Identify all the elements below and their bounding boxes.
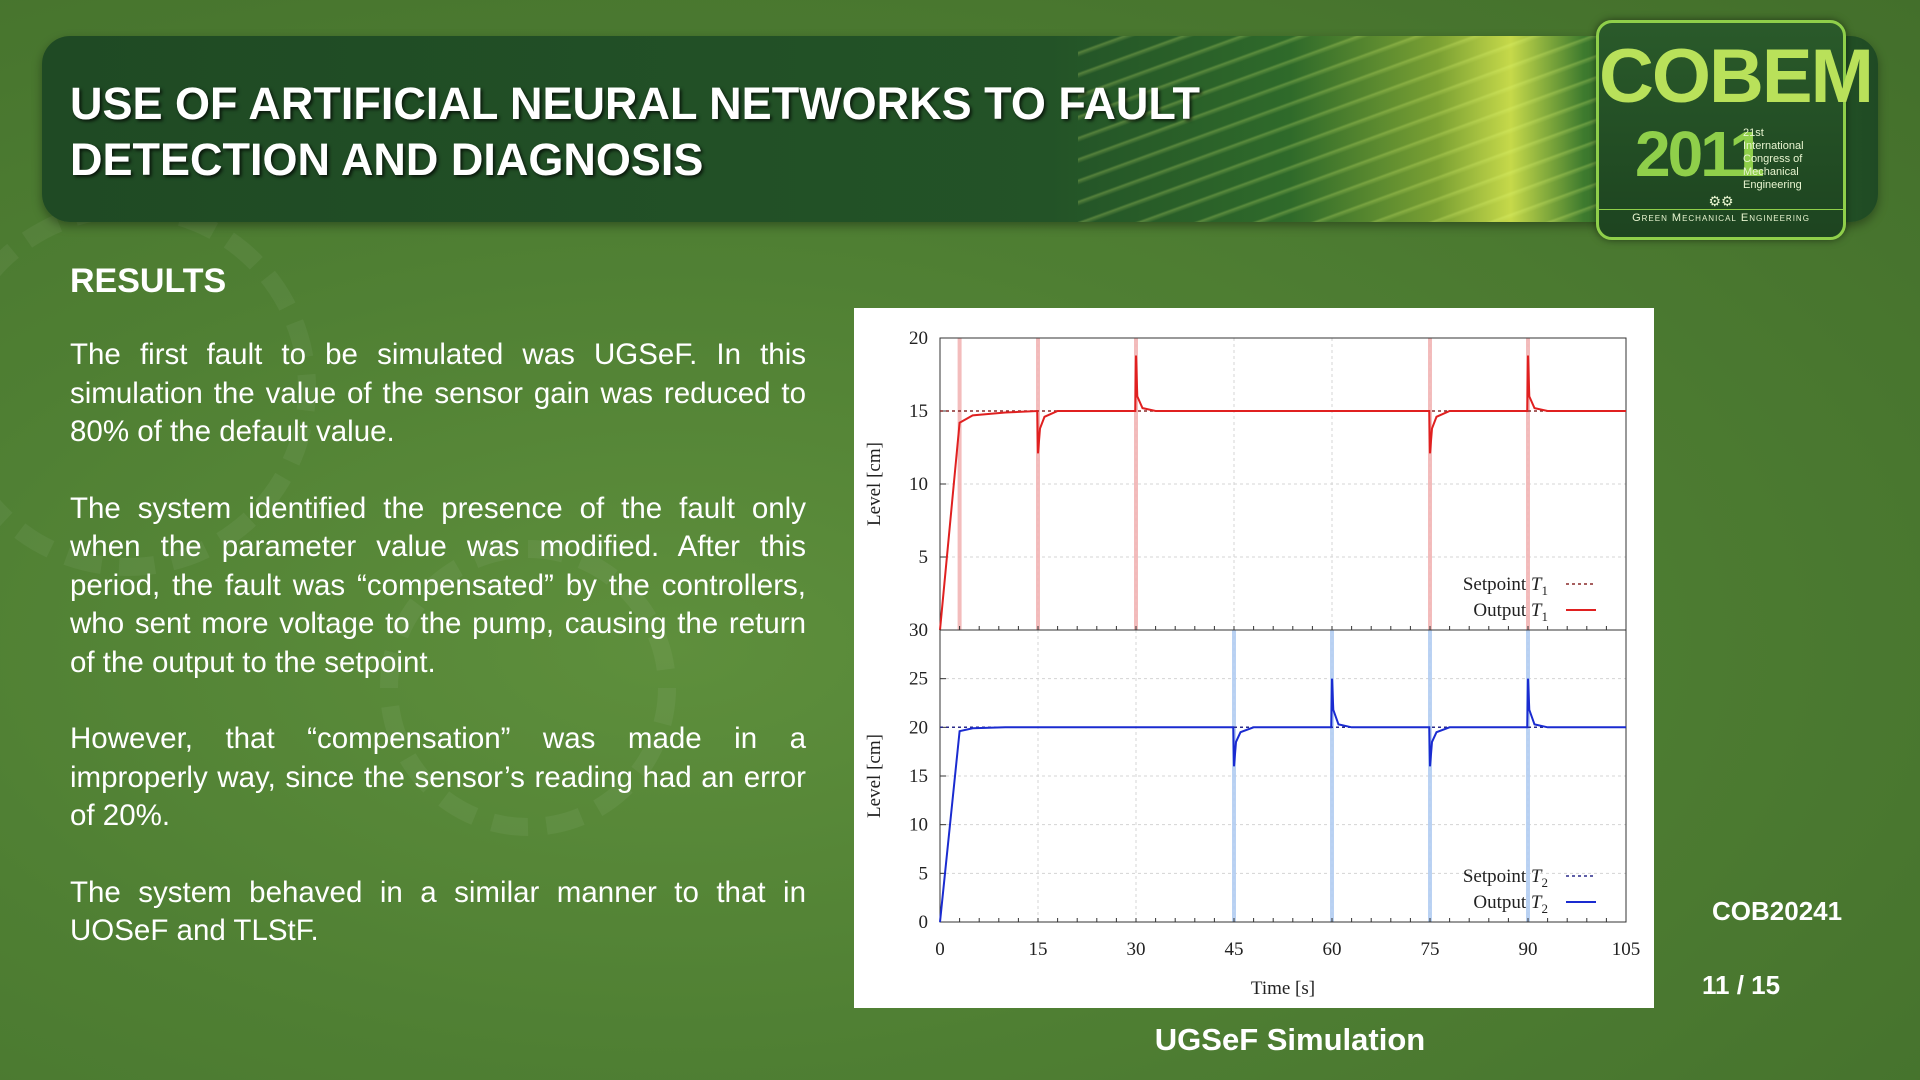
- y-axis-label: Level [cm]: [864, 734, 885, 818]
- cobem-logo: COBEM 2011 21st International Congress o…: [1596, 20, 1874, 240]
- logo-congress-line: Mechanical: [1743, 166, 1799, 178]
- logo-congress-line: 21st: [1743, 127, 1764, 139]
- output-series-line: [939, 678, 1626, 923]
- y-tick-label: 0: [919, 912, 929, 933]
- title-banner: [42, 36, 1878, 222]
- x-tick-label: 45: [1225, 939, 1244, 960]
- x-tick-label: 90: [1519, 939, 1538, 960]
- fault-marker: [1428, 338, 1432, 630]
- fault-marker: [957, 338, 962, 630]
- y-tick-label: 15: [909, 766, 928, 787]
- y-tick-label: 20: [909, 717, 928, 738]
- legend-label: Output T2: [1473, 892, 1548, 916]
- x-tick-label: 75: [1421, 939, 1440, 960]
- legend-label: Setpoint T2: [1463, 866, 1548, 890]
- fault-marker: [1526, 338, 1530, 630]
- logo-congress-line: Engineering: [1743, 179, 1802, 191]
- simulation-figure: 5 10 15 20 Level [cm] Setpoint T1 Output T1 0 5 1…: [854, 308, 1654, 1008]
- title-line-2: DETECTION AND DIAGNOSIS: [70, 134, 704, 185]
- y-tick-label: 10: [909, 474, 928, 495]
- logo-name: COBEM: [1599, 34, 1874, 119]
- y-tick-label: 5: [919, 863, 929, 884]
- x-tick-label: 105: [1612, 939, 1641, 960]
- x-tick-label: 15: [1029, 939, 1048, 960]
- page-number: 11 / 15: [1702, 970, 1781, 1000]
- results-text: The first fault to be simulated was UGSe…: [70, 336, 806, 989]
- figure-caption: UGSeF Simulation: [1154, 1022, 1426, 1057]
- y-axis-label: Level [cm]: [864, 442, 885, 526]
- paragraph: However, that “compensation” was made in…: [70, 722, 806, 832]
- fault-marker: [1134, 338, 1138, 630]
- x-tick-label: 30: [1127, 939, 1146, 960]
- y-tick-label: 30: [909, 620, 928, 641]
- legend-label: Setpoint T1: [1463, 574, 1548, 598]
- y-tick-label: 15: [909, 401, 928, 422]
- fault-marker: [1330, 630, 1334, 922]
- logo-tagline: Green Mechanical Engineering: [1599, 209, 1843, 224]
- logo-congress-text: 21st International Congress of Mechanica…: [1743, 127, 1833, 192]
- paragraph: The first fault to be simulated was UGSe…: [70, 338, 806, 448]
- output-series-line: [939, 355, 1626, 631]
- y-tick-label: 20: [909, 328, 928, 349]
- fault-marker: [1526, 630, 1530, 922]
- y-tick-label: 10: [909, 815, 928, 836]
- banner-light-streaks: [1078, 36, 1598, 222]
- logo-year: 2011: [1635, 118, 1765, 190]
- logo-congress-line: International: [1743, 140, 1804, 152]
- y-tick-label: 5: [919, 547, 929, 568]
- paragraph: The system behaved in a similar manner t…: [70, 875, 806, 948]
- fault-marker: [1036, 338, 1040, 630]
- fault-marker: [1232, 630, 1236, 922]
- legend-label: Output T1: [1473, 600, 1548, 624]
- paragraph: The system identified the presence of th…: [70, 491, 806, 679]
- x-tick-label: 0: [935, 939, 945, 960]
- slide-title: USE OF ARTIFICIAL NEURAL NETWORKS TO FAU…: [70, 76, 1270, 188]
- y-tick-label: 25: [909, 669, 928, 690]
- fault-marker: [1428, 630, 1432, 922]
- x-tick-label: 60: [1323, 939, 1342, 960]
- gears-icon: ⚙⚙: [1708, 193, 1734, 209]
- x-axis-label: Time [s]: [1251, 978, 1315, 999]
- title-line-1: USE OF ARTIFICIAL NEURAL NETWORKS TO FAU…: [70, 78, 1200, 129]
- paper-code: COB20241: [1712, 896, 1843, 926]
- logo-congress-line: Congress of: [1743, 153, 1803, 165]
- section-heading: RESULTS: [70, 262, 227, 300]
